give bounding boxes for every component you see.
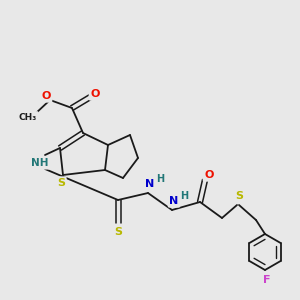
Text: H: H [156, 174, 164, 184]
Text: O: O [41, 91, 51, 101]
Text: O: O [90, 89, 100, 99]
Text: CH₃: CH₃ [19, 112, 37, 122]
Text: F: F [263, 275, 271, 285]
Text: H: H [180, 191, 188, 201]
Text: N: N [146, 179, 154, 189]
Text: S: S [114, 227, 122, 237]
Text: S: S [57, 178, 65, 188]
Text: NH: NH [31, 158, 49, 168]
Text: S: S [235, 191, 243, 201]
Text: N: N [169, 196, 178, 206]
Text: O: O [204, 170, 214, 180]
